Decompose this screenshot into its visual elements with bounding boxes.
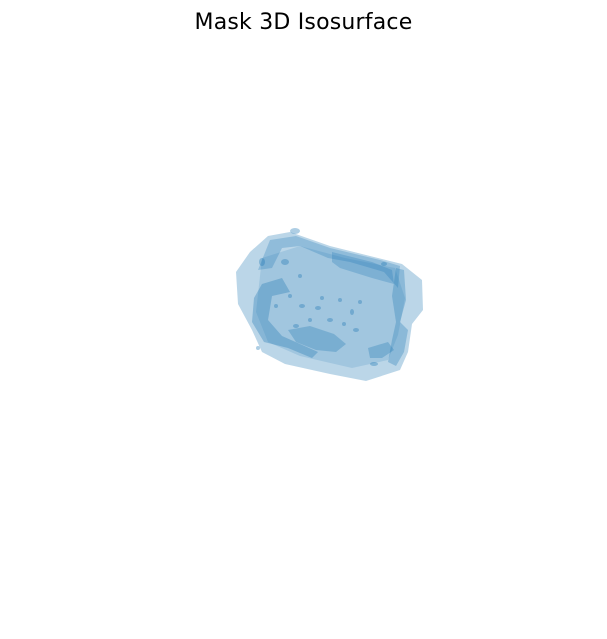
surface-fold-lower-right [368,342,394,358]
surface-patch-13 [256,346,260,350]
surface-patch-17 [298,274,302,278]
surface-patch-19 [288,294,292,298]
surface-fold-right [388,268,408,366]
surface-patch-1 [281,259,289,265]
surface-fold-top [258,236,400,288]
surface-patch-5 [342,322,346,326]
surface-fold-top-right [332,252,394,284]
surface-patch-18 [338,298,342,302]
surface-patch-12 [320,296,324,300]
surface-patch-10 [274,304,278,308]
surface-patch-9 [293,324,299,328]
surface-patch-2 [299,304,305,308]
surface-patch-16 [259,258,265,266]
surface-patch-8 [308,318,312,322]
chart-title: Mask 3D Isosurface [194,10,413,35]
surface-patch-11 [358,300,362,304]
isosurface-mesh [236,228,423,381]
surface-patch-15 [381,262,387,266]
surface-face-inner [256,246,405,368]
surface-patch-14 [370,362,378,366]
surface-patch-3 [315,306,321,310]
surface-patch-4 [327,318,333,322]
surface-patch-0 [290,228,300,234]
surface-fold-left [252,278,318,358]
surface-face-outer [236,232,423,381]
surface-patch-7 [353,328,359,332]
surface-patch-6 [350,309,354,315]
surface-fold-bottom [288,326,346,352]
